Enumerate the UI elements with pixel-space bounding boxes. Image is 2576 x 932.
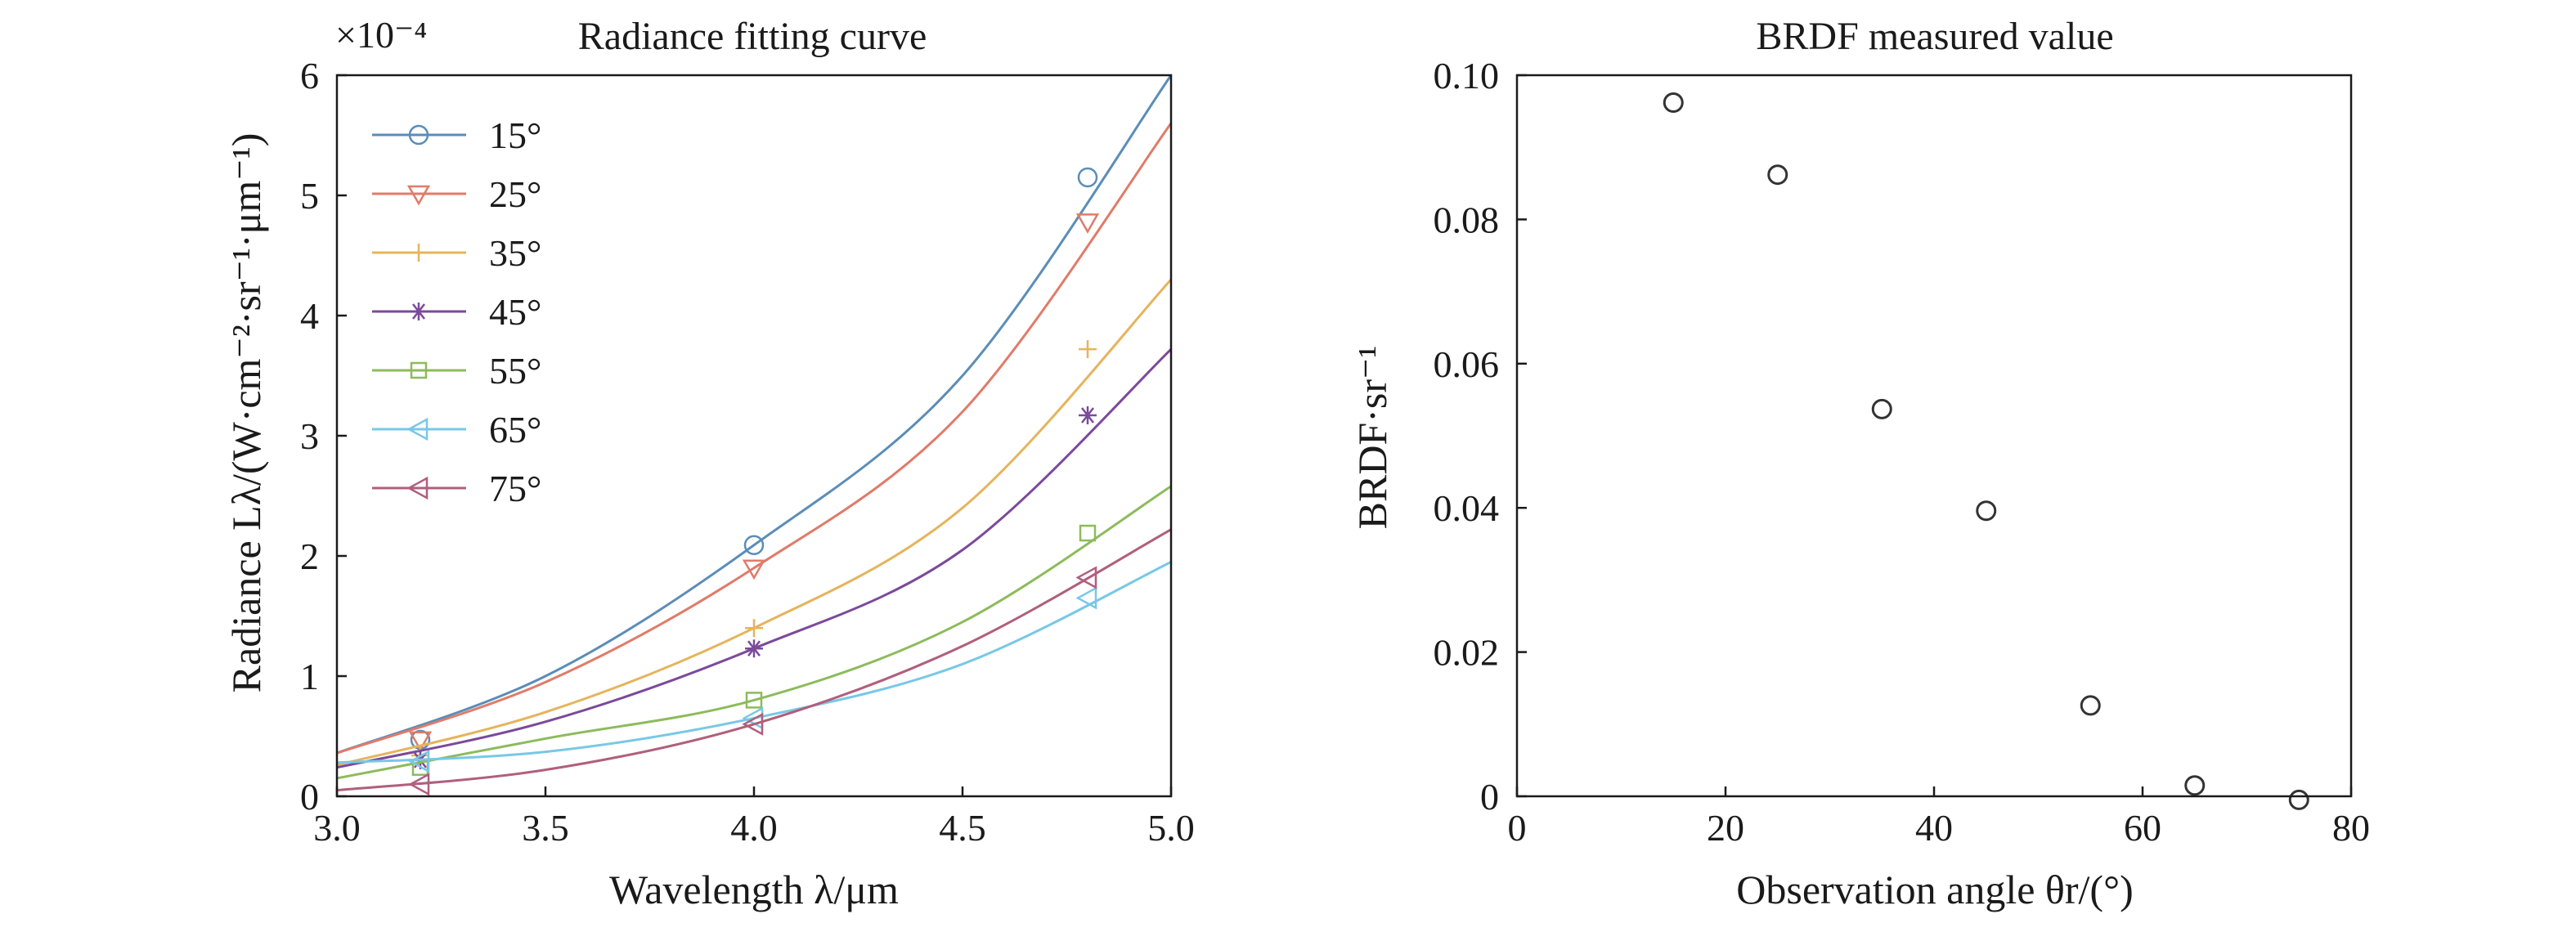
series-6-point (1075, 566, 1097, 589)
right-y-tick-label: 0.10 (1434, 55, 1500, 96)
legend-marker-3 (410, 302, 428, 320)
left-y-tick-label: 5 (300, 175, 319, 217)
left-x-tick-label: 3.5 (522, 807, 569, 849)
legend-label-4: 55° (489, 350, 541, 392)
series-3-point (1079, 406, 1097, 425)
right-x-tick-label: 0 (1508, 807, 1527, 849)
right-y-tick-label: 0 (1480, 776, 1499, 818)
left-x-tick-label: 3.0 (313, 807, 361, 849)
series-line-5 (336, 561, 1172, 764)
legend-label-6: 75° (489, 468, 541, 509)
left-y-tick-label: 6 (300, 55, 319, 96)
right-y-tick-label: 0.04 (1434, 487, 1500, 529)
left-x-tick-label: 5.0 (1147, 807, 1195, 849)
brdf-point (2288, 789, 2309, 810)
series-0-point (1077, 167, 1098, 188)
right-y-axis-label: BRDF·sr⁻¹ (1349, 346, 1395, 530)
left-x-axis-label: Wavelength λ/μm (609, 867, 899, 912)
legend-marker-1 (406, 185, 431, 206)
right-x-tick-label: 80 (2332, 807, 2370, 849)
legend-label-2: 35° (489, 232, 541, 274)
legend: 15° 25° 35° 45° 55° 65° 75° (372, 114, 541, 509)
brdf-point (2184, 775, 2206, 796)
left-y-tick-label: 2 (300, 535, 319, 577)
series-1-point (742, 559, 766, 580)
series-6-point (408, 773, 430, 796)
left-x-tick-label: 4.0 (730, 807, 778, 849)
series-6-point (742, 712, 764, 736)
series-1-point (1075, 213, 1100, 234)
right-y-tick-label: 0.08 (1434, 199, 1500, 240)
legend-label-0: 15° (489, 114, 541, 156)
series-1-point (408, 731, 433, 752)
right-chart-title: BRDF measured value (1756, 15, 2113, 58)
series-4-point (745, 692, 763, 709)
series-4-point (1079, 524, 1097, 542)
left-plot-area (336, 74, 1173, 796)
left-y-tick-label: 0 (300, 776, 319, 818)
left-y-axis-label: Radiance Lλ/(W·cm⁻²·sr⁻¹·μm⁻¹) (223, 133, 269, 693)
series-line-2 (336, 278, 1173, 767)
legend-label-1: 25° (489, 173, 541, 215)
right-x-tick-label: 20 (1707, 807, 1744, 849)
radiance-chart: Radiance fitting curve ×10⁻⁴ Wavelength … (223, 14, 1195, 912)
legend-marker-6 (406, 476, 429, 500)
brdf-chart: BRDF measured value Observation angle θr… (1349, 15, 2370, 912)
brdf-point (1871, 398, 1892, 419)
right-plot-frame (1515, 74, 2353, 798)
left-y-tick-label: 4 (300, 295, 319, 337)
left-x-tick-label: 4.5 (939, 807, 986, 849)
series-5-point (1075, 586, 1097, 610)
legend-label-5: 65° (489, 409, 541, 450)
series-5-point (408, 750, 430, 773)
legend-marker-5 (406, 417, 429, 441)
legend-label-3: 45° (489, 291, 541, 333)
left-chart-title: Radiance fitting curve (578, 15, 927, 58)
right-plot-area (1663, 92, 2309, 810)
right-x-tick-label: 60 (2124, 807, 2161, 849)
series-line-4 (336, 485, 1172, 780)
right-y-tick-label: 0.02 (1434, 632, 1500, 674)
left-axis-ticks: 3.0 3.5 4.0 4.5 5.0 0 1 2 3 4 5 6 (300, 55, 1195, 849)
right-x-tick-label: 40 (1915, 807, 1953, 849)
series-line-0 (336, 74, 1173, 755)
series-3-point (745, 639, 763, 658)
brdf-point (1976, 500, 1997, 522)
legend-marker-0 (408, 124, 429, 146)
series-2-point (745, 619, 763, 638)
left-y-tick-label: 3 (300, 415, 319, 457)
right-axis-ticks: 0 20 40 60 80 0 0.02 0.04 0.06 0.08 0.10 (1434, 55, 2371, 849)
series-0-point (743, 535, 765, 556)
brdf-point (2080, 695, 2101, 716)
left-y-tick-label: 1 (300, 656, 319, 697)
left-scale-label: ×10⁻⁴ (335, 14, 427, 56)
series-2-point (1079, 340, 1097, 359)
left-plot-frame (335, 74, 1173, 798)
series-line-3 (336, 348, 1173, 769)
brdf-point (1663, 92, 1684, 114)
right-y-tick-label: 0.06 (1434, 343, 1500, 385)
legend-marker-2 (410, 244, 428, 262)
series-line-6 (336, 528, 1172, 792)
right-x-axis-label: Observation angle θr/(°) (1736, 867, 2133, 912)
series-line-1 (336, 122, 1173, 755)
brdf-point (1767, 164, 1788, 186)
legend-marker-4 (410, 361, 428, 379)
